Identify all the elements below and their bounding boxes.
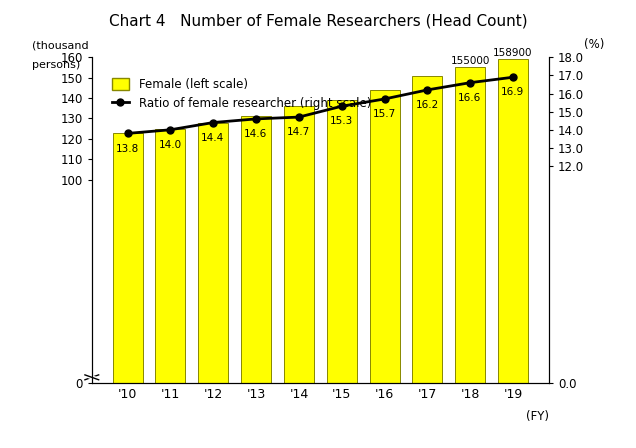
Text: (FY): (FY) <box>526 409 549 422</box>
Legend: Female (left scale), Ratio of female researcher (right scale): Female (left scale), Ratio of female res… <box>107 73 376 114</box>
Text: (thousand: (thousand <box>32 41 89 51</box>
Text: 155000: 155000 <box>450 56 490 66</box>
Text: 16.6: 16.6 <box>458 93 481 103</box>
Bar <box>455 68 485 383</box>
Text: 14.7: 14.7 <box>287 127 310 137</box>
Bar <box>284 106 314 383</box>
Text: 14.0: 14.0 <box>158 140 181 150</box>
Bar <box>113 133 142 383</box>
Bar <box>412 76 443 383</box>
Bar <box>241 116 271 383</box>
Text: persons): persons) <box>32 60 81 70</box>
Text: 15.3: 15.3 <box>329 116 353 126</box>
Text: Chart 4   Number of Female Researchers (Head Count): Chart 4 Number of Female Researchers (He… <box>109 13 527 28</box>
Text: 16.9: 16.9 <box>501 87 524 97</box>
Text: 15.7: 15.7 <box>373 109 396 119</box>
Text: 14.6: 14.6 <box>244 129 267 139</box>
Bar <box>370 90 399 383</box>
Bar <box>198 122 228 383</box>
Bar <box>155 129 185 383</box>
Bar <box>498 59 528 383</box>
Text: 158900: 158900 <box>494 48 533 58</box>
Text: (%): (%) <box>584 38 605 51</box>
Bar <box>327 100 357 383</box>
Text: 13.8: 13.8 <box>116 144 139 154</box>
Text: 14.4: 14.4 <box>201 133 225 143</box>
Text: 16.2: 16.2 <box>415 100 439 110</box>
